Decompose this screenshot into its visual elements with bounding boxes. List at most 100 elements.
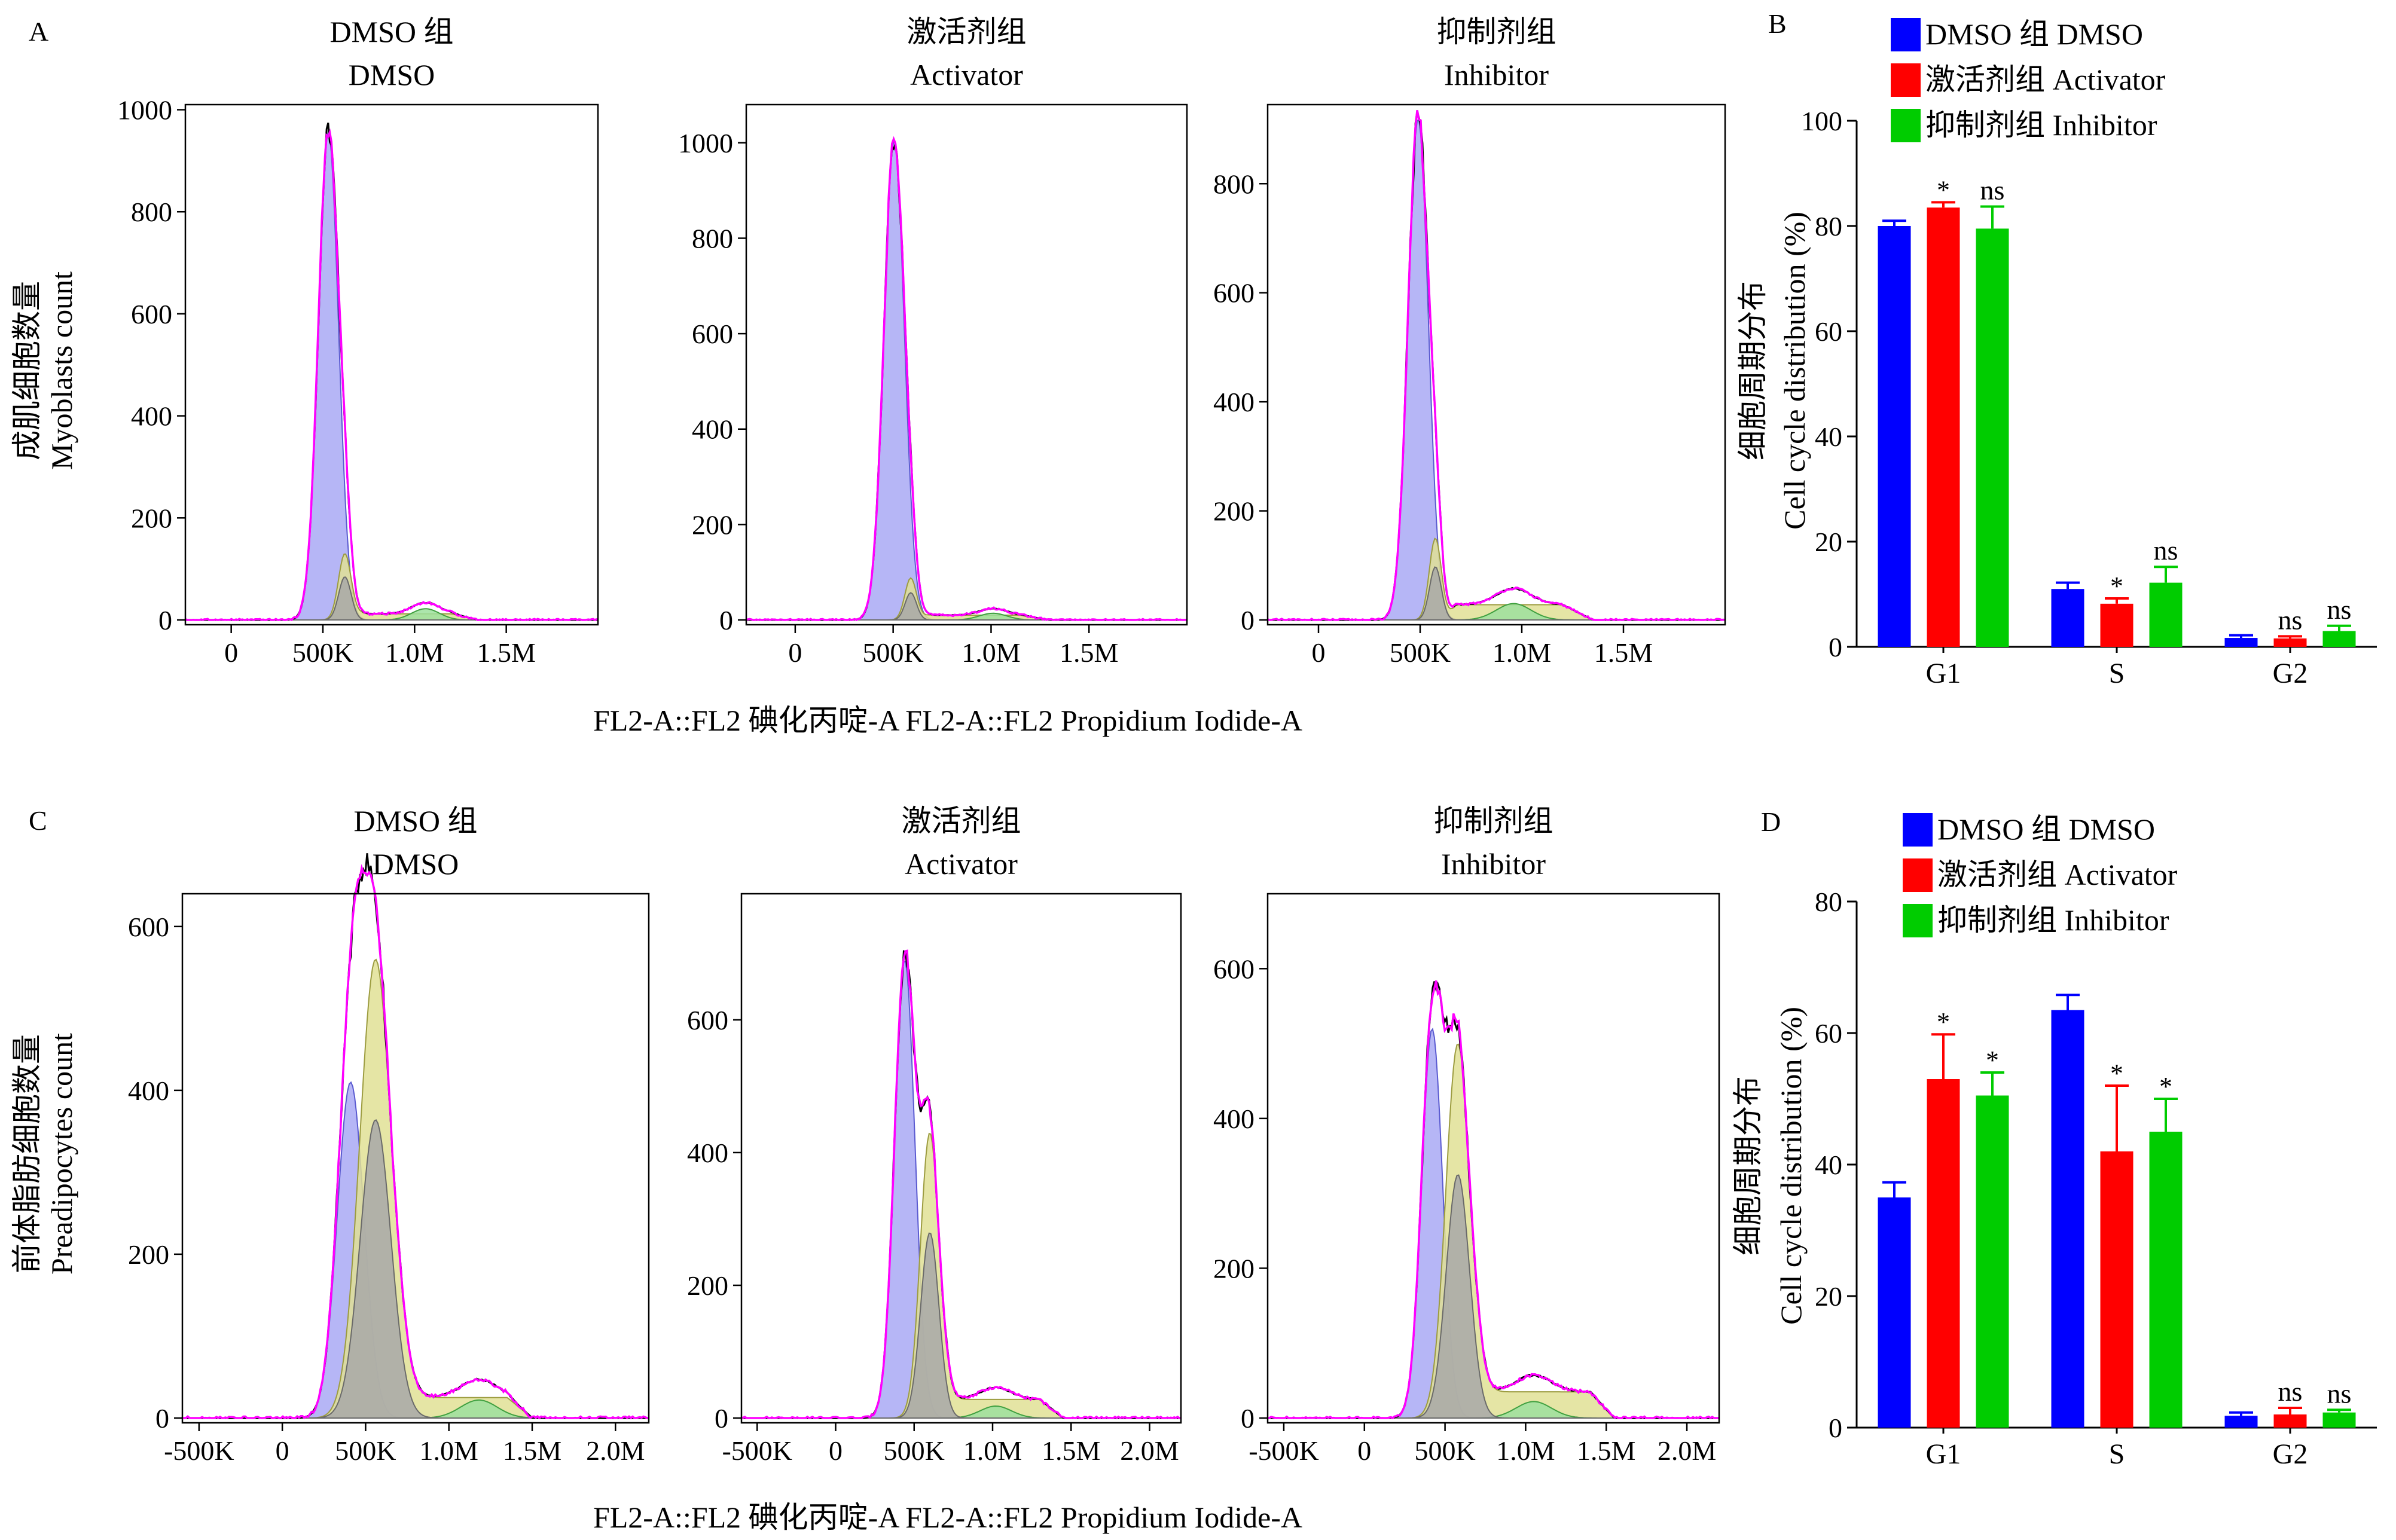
s-phase: [185, 553, 598, 621]
raw-data-line: [182, 853, 649, 1419]
hist-a-ylabel-cn: 成肌细胞数量: [10, 281, 44, 460]
s-phase: [1268, 1043, 1719, 1419]
y-tick-label: 0: [719, 605, 733, 635]
y-tick-label: 400: [128, 1075, 169, 1106]
x-tick-label: 0: [788, 637, 802, 668]
significance-mark: *: [1937, 175, 1950, 204]
bar: [2051, 1010, 2084, 1428]
x-tick-label: 2.0M: [586, 1435, 645, 1466]
panel-label-c: C: [29, 805, 47, 836]
x-tick-label: -500K: [722, 1435, 792, 1466]
x-tick-label: 1.0M: [962, 637, 1020, 668]
raw-data-line: [185, 123, 598, 621]
g1-peak: [185, 130, 598, 621]
category-label: G1: [1926, 1438, 1961, 1470]
bar: [2051, 589, 2084, 647]
y-tick-label: 600: [131, 299, 172, 329]
y-tick-label: 600: [1213, 278, 1255, 308]
bar: [2224, 1416, 2258, 1428]
x-tick-label: 2.0M: [1658, 1435, 1716, 1466]
bar-d-ylabel-en: Cell cycle distribution (%): [1774, 1007, 1808, 1325]
y-tick-label: 800: [131, 197, 172, 227]
y-tick-label: 200: [687, 1270, 728, 1301]
x-tick-label: 1.0M: [1492, 637, 1551, 668]
bar: [1927, 1079, 1960, 1428]
x-tick-label: -500K: [1249, 1435, 1319, 1466]
significance-mark: *: [2110, 1059, 2123, 1088]
x-tick-label: 1.0M: [385, 637, 444, 668]
histogram-a-activator: 激活剂组 Activator 0 200 400 600 800 1000 0 500K 1.0M 1…: [678, 15, 1188, 668]
model-fit-line: [182, 864, 649, 1420]
hist-c-ylabel-cn: 前体脂肪细胞数量: [10, 1034, 44, 1273]
overlap-peak: [1268, 1174, 1719, 1419]
plot-frame: [740, 893, 1182, 1424]
hist-title-en: DMSO: [349, 58, 435, 91]
legend-swatch: [1903, 904, 1933, 937]
x-tick-label: 0: [1312, 637, 1326, 668]
bar: [1976, 228, 2009, 647]
y-tick-label: 800: [692, 223, 733, 253]
significance-mark: ns: [2327, 594, 2352, 625]
hist-title-cn: 抑制剂组: [1437, 15, 1556, 48]
bar-chart-d: 0 20 40 60 80 G1 * * S * * G2 ns ns DMSO 组 DMSO 激活剂组 Ac…: [1815, 812, 2377, 1470]
hist-title-en: Inhibitor: [1444, 58, 1549, 91]
x-tick-label: 1.5M: [1577, 1435, 1635, 1466]
y-tick-label: 0: [1829, 1413, 1842, 1443]
significance-mark: *: [2159, 1072, 2172, 1101]
bar-b-ylabel-en: Cell cycle distribution (%): [1778, 212, 1811, 530]
y-tick-label: 80: [1815, 211, 1842, 242]
model-fit-line: [1267, 109, 1726, 621]
y-tick-label: 40: [1815, 421, 1842, 452]
significance-mark: ns: [2327, 1378, 2352, 1408]
raw-data-line: [741, 950, 1181, 1419]
g1-peak: [741, 960, 1181, 1419]
overlap-peak: [741, 1232, 1181, 1419]
y-tick-label: 600: [1213, 954, 1255, 984]
y-tick-label: 400: [1213, 387, 1255, 417]
legend-swatch: [1903, 813, 1933, 847]
bar: [1878, 1197, 1911, 1428]
bar: [1878, 226, 1911, 647]
bar: [2100, 1151, 2133, 1428]
significance-mark: ns: [2278, 604, 2303, 635]
hist-title-en: Activator: [905, 847, 1018, 881]
s-phase: [741, 1132, 1181, 1419]
hist-a-xlabel: FL2-A::FL2 碘化丙啶-A FL2-A::FL2 Propidium I…: [593, 704, 1302, 737]
bar: [2100, 603, 2133, 647]
bar-b-ylabel-cn: 细胞周期分布: [1736, 281, 1769, 460]
y-tick-label: 0: [155, 1403, 169, 1434]
legend-label: 激活剂组 Activator: [1937, 858, 2178, 891]
hist-title-cn: 抑制剂组: [1434, 804, 1553, 838]
y-tick-label: 600: [687, 1005, 728, 1035]
x-tick-label: 0: [829, 1435, 843, 1466]
panel-label-a: A: [29, 16, 48, 47]
plot-frame: [184, 103, 599, 626]
x-tick-label: 1.5M: [1042, 1435, 1100, 1466]
x-tick-label: 1.5M: [1060, 637, 1118, 668]
legend-swatch: [1891, 63, 1921, 97]
model-fit-line: [1268, 980, 1719, 1420]
hist-title-en: Activator: [910, 58, 1023, 91]
x-tick-label: 500K: [884, 1435, 945, 1466]
significance-mark: *: [1937, 1007, 1950, 1037]
s-phase: [1268, 537, 1725, 621]
model-fit-line: [746, 136, 1188, 621]
plot-frame: [181, 893, 650, 1424]
bar: [2273, 1414, 2307, 1428]
histogram-a-dmso: DMSO 组 DMSO 0 200 400 600 800 1000 0 500K 1.0M 1.5M: [117, 15, 599, 668]
x-tick-label: 1.0M: [963, 1435, 1022, 1466]
hist-title-cn: 激活剂组: [902, 804, 1021, 838]
y-tick-label: 200: [131, 503, 172, 533]
hist-title-cn: DMSO 组: [330, 15, 454, 48]
y-tick-label: 800: [1213, 169, 1255, 199]
legend-swatch: [1891, 18, 1921, 51]
y-tick-label: 200: [692, 509, 733, 540]
y-tick-label: 600: [692, 319, 733, 349]
model-fit-line: [185, 128, 599, 622]
y-tick-label: 400: [692, 414, 733, 445]
x-tick-label: 1.5M: [1594, 637, 1653, 668]
y-tick-label: 40: [1815, 1150, 1842, 1180]
